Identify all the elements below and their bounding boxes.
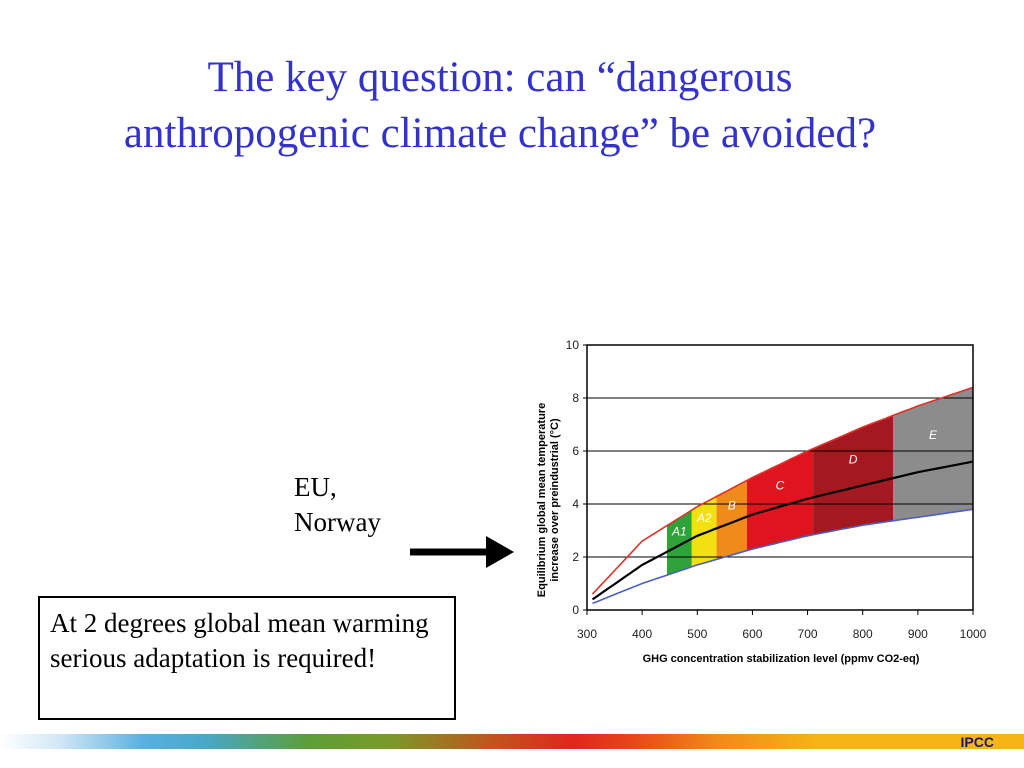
curve-central bbox=[591, 460, 974, 601]
gridlines bbox=[587, 397, 973, 558]
y-axis-label-line-2: increase over preindustrial (°C) bbox=[549, 418, 561, 582]
footer-color-bar bbox=[0, 734, 1024, 749]
y-axis-label-line-1: Equilibrium global mean temperature bbox=[536, 403, 548, 597]
title-line-1: The key question: can “dangerous bbox=[207, 54, 793, 101]
eu-norway-label: EU, Norway bbox=[294, 470, 381, 540]
band-label-c: C bbox=[776, 478, 785, 492]
x-tick-500: 500 bbox=[687, 627, 707, 641]
band-label-a2: A2 bbox=[696, 511, 712, 525]
pointer-arrow-icon bbox=[410, 536, 514, 568]
label-line-1: EU, bbox=[294, 472, 337, 502]
x-tick-300: 300 bbox=[577, 627, 597, 641]
y-tick-8: 8 bbox=[572, 391, 579, 405]
y-tick-0: 0 bbox=[572, 603, 579, 617]
title-line-2: anthropogenic climate change” be avoided… bbox=[123, 110, 877, 157]
curve-lower bbox=[592, 508, 974, 605]
band-e bbox=[893, 387, 973, 521]
band-label-a1: A1 bbox=[671, 525, 687, 539]
x-tick-900: 900 bbox=[908, 627, 928, 641]
x-axis-label: GHG concentration stabilization level (p… bbox=[643, 653, 920, 665]
band-label-b: B bbox=[728, 498, 736, 512]
sensitivity-curves bbox=[591, 386, 974, 605]
band-d bbox=[813, 415, 894, 535]
y-tick-6: 6 bbox=[572, 444, 579, 458]
band-a2 bbox=[691, 496, 717, 567]
y-tick-labels: 0 2 4 6 8 10 bbox=[566, 338, 587, 617]
band-a1 bbox=[666, 510, 692, 576]
x-tick-600: 600 bbox=[742, 627, 762, 641]
band-label-e: E bbox=[929, 428, 938, 442]
footer-ipcc-label: IPCC bbox=[960, 734, 994, 750]
temperature-stabilization-chart: A1 A2 B C D E 300 400 500 600 700 800 900 1000 0 2 4 6 8… bbox=[536, 338, 987, 665]
curve-upper bbox=[591, 386, 974, 595]
adaptation-note: At 2 degrees global mean warming serious… bbox=[38, 596, 456, 720]
x-tick-700: 700 bbox=[798, 627, 818, 641]
category-bands bbox=[666, 387, 973, 576]
band-b bbox=[716, 480, 747, 560]
x-tick-1000: 1000 bbox=[960, 627, 987, 641]
x-tick-400: 400 bbox=[632, 627, 652, 641]
band-label-d: D bbox=[849, 453, 858, 467]
plot-frame bbox=[586, 344, 974, 611]
x-tick-labels: 300 400 500 600 700 800 900 1000 bbox=[577, 610, 987, 641]
x-tick-800: 800 bbox=[853, 627, 873, 641]
band-c bbox=[746, 448, 814, 551]
label-line-2: Norway bbox=[294, 507, 381, 537]
category-labels: A1 A2 B C D E bbox=[671, 428, 938, 538]
slide-title: The key question: can “dangerous anthrop… bbox=[0, 50, 1000, 162]
y-tick-10: 10 bbox=[566, 338, 580, 352]
y-tick-2: 2 bbox=[572, 550, 579, 564]
y-tick-4: 4 bbox=[572, 497, 579, 511]
